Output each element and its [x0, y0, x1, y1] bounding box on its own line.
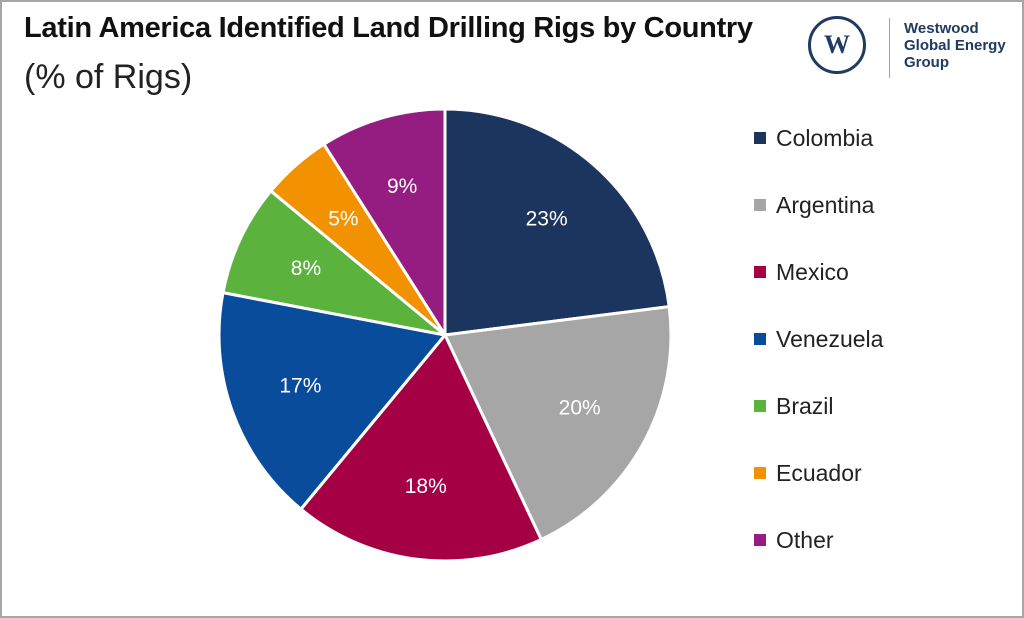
- data-label-other: 9%: [387, 175, 417, 198]
- data-label-colombia: 23%: [526, 207, 568, 230]
- logo-divider: [889, 18, 890, 78]
- legend-label: Ecuador: [776, 460, 862, 486]
- legend-swatch: [754, 467, 766, 479]
- legend-swatch: [754, 132, 766, 144]
- legend-swatch: [754, 534, 766, 546]
- data-label-argentina: 20%: [559, 397, 601, 420]
- pie-slice-colombia: [443, 107, 671, 337]
- pie-slice-other: [322, 107, 447, 337]
- pie-slice-brazil: [221, 189, 447, 337]
- logo-mark: W: [824, 30, 850, 59]
- legend-label: Brazil: [776, 393, 834, 419]
- data-label-brazil: 8%: [291, 257, 321, 280]
- pie-slice-argentina: [443, 305, 673, 541]
- legend-label: Argentina: [776, 192, 875, 218]
- legend-label: Other: [776, 527, 834, 553]
- legend-label: Mexico: [776, 259, 849, 285]
- data-label-venezuela: 17%: [279, 375, 321, 398]
- westwood-logo-icon: W: [808, 16, 866, 74]
- legend-swatch: [754, 400, 766, 412]
- chart-subtitle: (% of Rigs): [24, 58, 193, 96]
- data-label-mexico: 18%: [405, 475, 447, 498]
- pie-slice-mexico: [299, 333, 543, 563]
- data-label-ecuador: 5%: [328, 207, 358, 230]
- legend-swatch: [754, 333, 766, 345]
- chart-title: Latin America Identified Land Drilling R…: [24, 12, 753, 44]
- legend-swatch: [754, 266, 766, 278]
- legend-label: Colombia: [776, 125, 874, 151]
- logo-text: Westwood Global Energy Group: [904, 20, 1006, 71]
- legend-swatch: [754, 199, 766, 211]
- pie-slice-venezuela: [217, 291, 447, 511]
- westwood-logo: W Westwood Global Energy Group: [808, 16, 1008, 80]
- legend-label: Venezuela: [776, 326, 884, 352]
